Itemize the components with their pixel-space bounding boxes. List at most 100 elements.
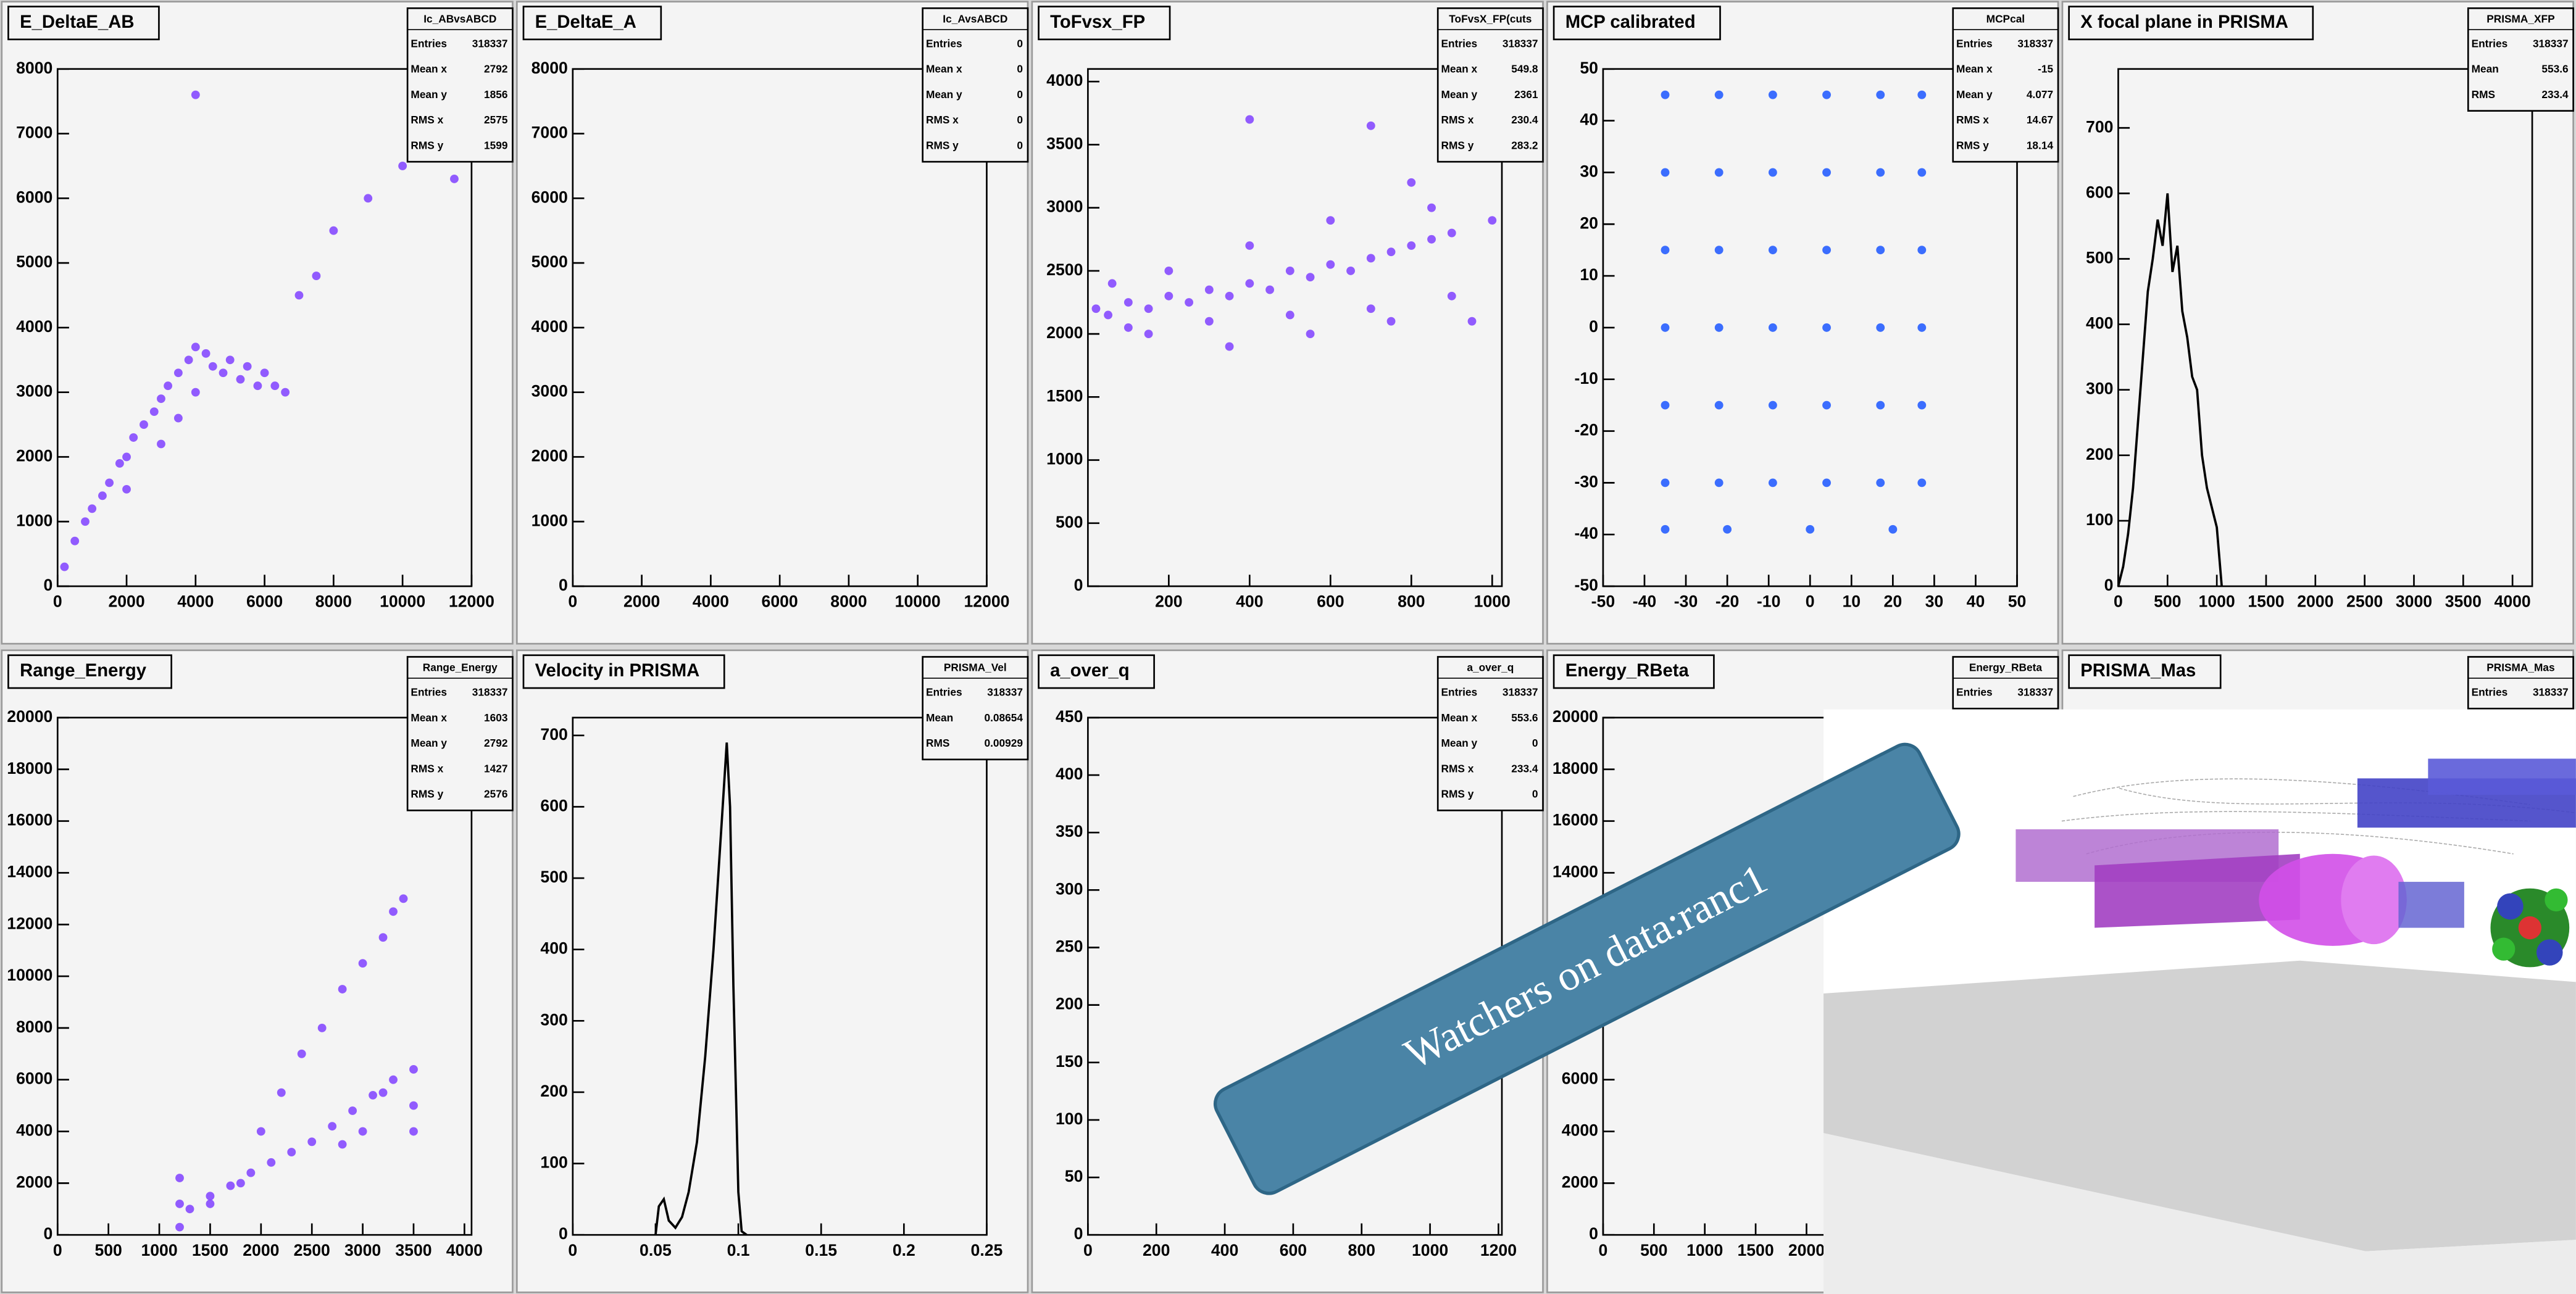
x-tick-label: -40 — [1633, 592, 1656, 611]
title-box — [1553, 654, 1715, 689]
stats-label: RMS y — [1441, 788, 1474, 800]
stats-label: RMS x — [411, 762, 443, 774]
scatter-point — [1467, 317, 1477, 326]
scatter-point — [191, 342, 200, 352]
y-tick-label: 350 — [1056, 822, 1083, 840]
x-tick-label: 0.2 — [893, 1241, 915, 1259]
y-tick-label: 300 — [540, 1010, 567, 1029]
scatter-point — [149, 407, 159, 417]
stats-box — [1952, 7, 2059, 163]
y-tick-label: 7000 — [16, 123, 52, 142]
scatter-point — [1447, 228, 1456, 238]
y-tick-label: 3000 — [16, 382, 52, 400]
x-tick-label: 0 — [53, 1241, 62, 1259]
scatter-point — [208, 362, 217, 371]
stats-box — [922, 7, 1029, 163]
stats-label: RMS — [2472, 88, 2495, 101]
scatter-point — [81, 517, 90, 526]
x-tick-label: 3500 — [2445, 592, 2482, 611]
x-tick-label: 0 — [1599, 1241, 1608, 1259]
panel-title: X focal plane in PRISMA — [2080, 12, 2288, 32]
scatter-point — [312, 272, 321, 280]
stats-value: 318337 — [2533, 37, 2569, 49]
scatter-point — [297, 1049, 306, 1058]
crystal — [2492, 937, 2516, 961]
scatter-point — [1714, 478, 1724, 487]
y-tick-label: 300 — [2086, 379, 2113, 398]
x-tick-label: 6000 — [246, 592, 283, 611]
x-tick-label: 0 — [53, 592, 62, 611]
scatter-point — [1225, 291, 1234, 301]
y-tick-label: 6000 — [16, 188, 52, 206]
scatter-point — [1876, 323, 1885, 332]
scatter-point — [1876, 168, 1885, 177]
stats-box — [922, 656, 1029, 761]
panel-title: ToFvsx_FP — [1050, 12, 1145, 32]
scatter-point — [1104, 310, 1113, 320]
y-tick-label: 600 — [540, 796, 567, 815]
scatter-point — [1164, 291, 1173, 301]
title-box — [1038, 654, 1155, 689]
y-tick-label: 16000 — [7, 811, 52, 829]
scatter-point — [1386, 317, 1396, 326]
stats-value: 0 — [1017, 88, 1023, 101]
scatter-point — [1488, 216, 1497, 225]
scatter-point — [1245, 115, 1254, 124]
y-tick-label: 12000 — [7, 914, 52, 932]
y-tick-label: 2000 — [16, 447, 52, 465]
x-tick-label: 2500 — [294, 1241, 330, 1259]
stats-value: 0 — [1532, 737, 1538, 749]
x-tick-label: 200 — [1155, 592, 1182, 611]
x-tick-label: 0 — [1806, 592, 1815, 611]
floor-front — [1824, 1133, 2576, 1294]
scatter-point — [1326, 216, 1335, 225]
x-tick-label: 800 — [1398, 592, 1425, 611]
x-tick-label: -30 — [1674, 592, 1698, 611]
stats-label: Mean x — [1956, 63, 1993, 75]
stats-label: RMS y — [411, 139, 443, 151]
x-tick-label: 8000 — [315, 592, 352, 611]
stats-value: 318337 — [472, 37, 508, 49]
y-tick-label: 700 — [540, 725, 567, 744]
scatter-point — [1204, 285, 1214, 294]
scatter-point — [328, 1122, 337, 1131]
x-tick-label: 2000 — [108, 592, 144, 611]
y-tick-label: 5000 — [16, 252, 52, 271]
y-tick-label: 4000 — [1046, 71, 1083, 89]
x-tick-label: 10000 — [380, 592, 425, 611]
stats-name: Range_Energy — [423, 662, 498, 674]
y-tick-label: 14000 — [7, 862, 52, 881]
stats-label: Entries — [411, 37, 447, 49]
scatter-point — [1806, 525, 1815, 534]
y-tick-label: 500 — [2086, 249, 2113, 267]
y-tick-label: 1000 — [531, 511, 568, 529]
y-tick-label: 8000 — [16, 59, 52, 77]
scatter-point — [1714, 246, 1724, 255]
scatter-point — [175, 1222, 184, 1232]
scatter-point — [1822, 478, 1831, 487]
stats-value: 0 — [1017, 37, 1023, 49]
x-tick-label: 4000 — [693, 592, 729, 611]
y-tick-label: 100 — [2086, 510, 2113, 529]
scatter-point — [185, 1205, 194, 1214]
scatter-point — [1346, 266, 1355, 275]
histogram-panel: 200 400 600 800 1000 0 500 1000 1500 2000 2500 3000… — [1031, 1, 1544, 645]
crystal — [2497, 893, 2524, 920]
scatter-point — [236, 1179, 245, 1188]
x-tick-label: 1000 — [2199, 592, 2235, 611]
scatter-point — [1245, 241, 1254, 250]
y-tick-label: 4000 — [16, 1121, 52, 1140]
x-tick-label: 50 — [2008, 592, 2027, 611]
stats-label: RMS y — [1441, 139, 1474, 151]
scatter-point — [1144, 304, 1153, 313]
scatter-point — [1714, 168, 1724, 177]
scatter-point — [129, 433, 138, 442]
stats-label: Mean y — [1441, 737, 1478, 749]
y-tick-label: 14000 — [1553, 862, 1598, 881]
scatter-point — [1714, 323, 1724, 332]
y-tick-label: 0 — [1589, 317, 1598, 336]
scatter-point — [1661, 246, 1670, 255]
y-tick-label: 2500 — [1046, 260, 1083, 279]
stats-value: 0.00929 — [985, 737, 1023, 749]
